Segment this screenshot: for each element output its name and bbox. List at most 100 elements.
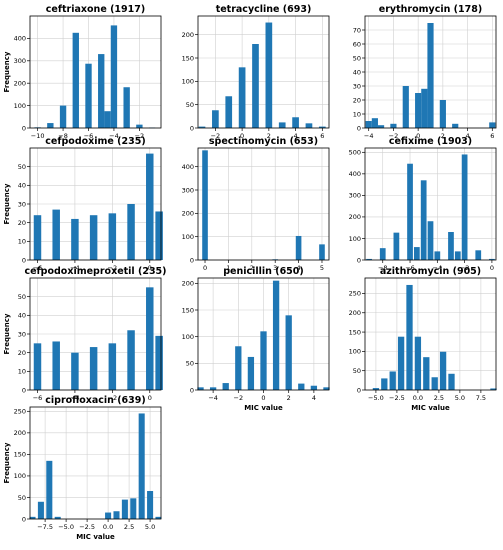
histogram-bar [104,111,111,128]
x-tick-label: 0 [240,132,244,140]
y-tick-label: 10 [18,238,26,246]
x-tick-label: 0 [416,132,420,140]
histogram-bar [147,491,154,519]
x-axis-label: MIC value [244,404,283,412]
y-tick-label: 300 [349,192,361,200]
panel-title: cefpodoxime (235) [45,136,145,147]
histogram-bar [54,516,61,519]
y-tick-label: 0 [22,386,26,394]
x-tick-label: −2 [108,264,118,272]
y-tick-label: 300 [14,57,26,65]
y-tick-label: 60 [353,40,361,48]
histogram-bar [310,385,318,390]
panel-title: erythromycin (178) [379,4,482,15]
y-axis-label: Frequency [3,313,11,354]
y-tick-label: 250 [349,290,361,298]
y-tick-label: 10 [18,368,26,376]
x-tick-label: 4 [297,264,301,272]
x-tick-label: −6 [405,264,415,272]
histogram-bar [89,347,98,390]
x-tick-label: −2.5 [79,523,95,531]
histogram-bar [146,287,154,390]
x-tick-label: −6 [84,132,94,140]
histogram-bar [130,498,137,519]
x-tick-label: −4 [208,394,218,402]
y-tick-label: 50 [186,360,194,368]
histogram-bar [448,232,454,260]
y-tick-label: 150 [349,328,361,336]
plot-frame [197,15,330,129]
histogram-bar [427,221,434,260]
y-tick-label: 0 [22,124,26,132]
histogram-bar [202,150,208,260]
histogram-bar [318,126,326,128]
panel-title: azithromycin (905) [380,266,481,277]
y-tick-label: 50 [353,367,361,375]
histogram-bar [390,123,397,128]
y-tick-label: 200 [182,280,194,288]
histogram-bar [407,163,413,260]
histogram-bar [285,315,292,390]
y-tick-label: 20 [18,349,26,357]
histogram-bar [29,516,36,519]
x-tick-label: 2 [267,132,271,140]
histogram-bar [52,209,60,260]
histogram-bar [136,124,143,128]
x-tick-label: −4 [364,132,374,140]
histogram-bar [423,357,430,390]
x-tick-label: −7.5 [37,523,53,531]
panel-title: spectinomycin (653) [209,136,318,147]
y-tick-label: 250 [14,408,26,416]
panel-4: −6 −4 −2 0 0 10 20 30 40 50 cefpodoxime (235) Frequ… [3,136,163,272]
histogram-bar [138,413,145,519]
x-tick-label: 6 [320,132,324,140]
histogram-bar [452,123,459,128]
x-tick-label: 0.0 [413,394,423,402]
y-tick-label: 0 [357,386,361,394]
panel-title: cefpodoximeproxetil (235) [24,266,166,277]
x-tick-label: −4 [109,132,119,140]
histogram-bar [295,235,302,260]
y-tick-label: 400 [349,170,361,178]
y-tick-label: 400 [14,35,26,43]
panel-5: 0 1 2 3 4 5 0 100 200 300 400 spectinomycin (653) [182,136,330,272]
y-tick-label: 20 [353,96,361,104]
histogram-bar [366,258,372,260]
histogram-bar [305,123,313,128]
y-tick-label: 100 [182,233,194,241]
histogram-bar [389,371,396,390]
histogram-bar [371,118,378,128]
panel-10: −7.5 −5.0 −2.5 0.0 2.5 5.0 0 50 100 150 200 250 cipr… [3,395,162,541]
y-tick-label: 100 [349,348,361,356]
histogram-bar [108,213,117,260]
x-tick-label: 7.5 [476,394,486,402]
plot-frame [29,15,162,129]
x-tick-label: 0 [148,264,152,272]
x-tick-label: 0 [490,264,494,272]
histogram-bar [222,383,229,390]
y-tick-label: 100 [14,102,26,110]
x-tick-label: 4 [312,394,316,402]
histogram-bar [121,499,128,519]
histogram-bar [252,44,259,128]
histogram-bar [414,336,422,390]
x-tick-label: 5.0 [455,394,465,402]
histogram-bar [127,330,135,390]
histogram-bar [198,126,206,128]
x-tick-label: 0 [203,264,207,272]
y-tick-label: 400 [182,163,194,171]
histogram-bar [127,204,135,260]
x-tick-label: 2 [287,394,291,402]
histogram-bar [197,387,204,390]
x-tick-label: −2 [108,394,118,402]
histogram-bar [155,211,163,260]
histogram-bar [209,387,217,390]
plot-frame [29,406,162,520]
x-tick-label: 3 [273,264,277,272]
y-tick-label: 30 [18,200,26,208]
panel-9: −5.0 −2.5 0.0 2.5 5.0 7.5 0 50 100 150 200 250 azith… [349,266,497,412]
panel-title: ciprofloxacin (639) [45,395,145,406]
y-tick-label: 20 [18,219,26,227]
